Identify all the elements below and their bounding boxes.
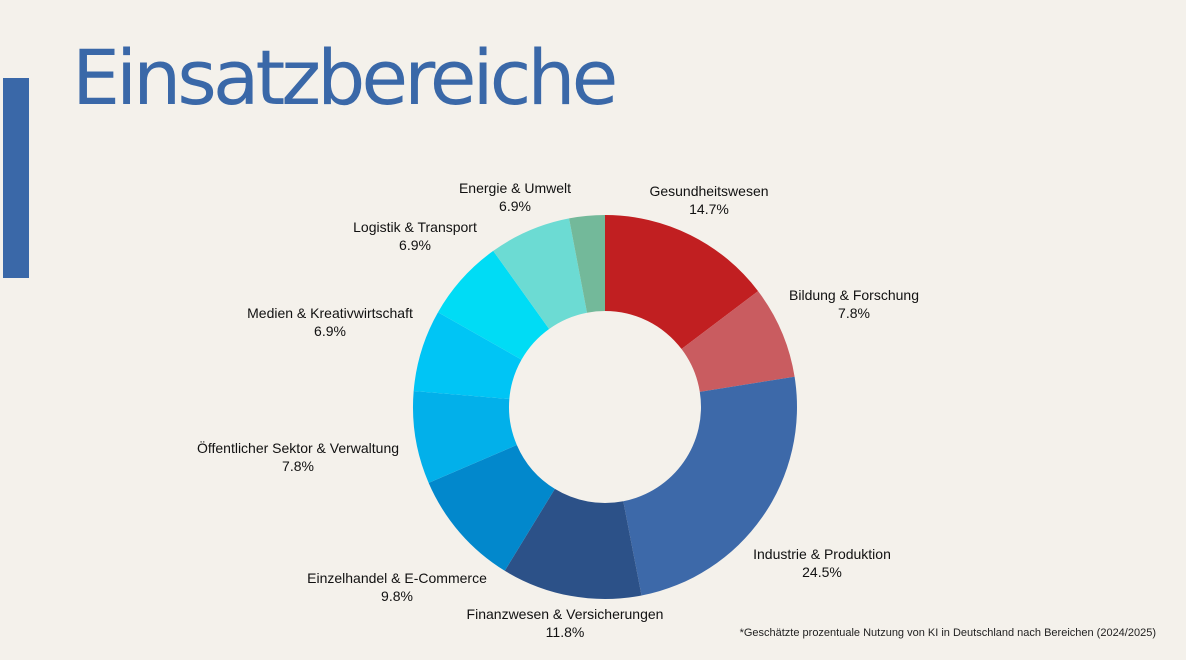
- donut-slice-öffentlicher-sektor-verwaltung: [413, 391, 517, 483]
- donut-slice-finanzwesen-versicherungen: [504, 488, 642, 599]
- donut-slice-einzelhandel-e-commerce: [428, 444, 555, 571]
- slice-label: Medien & Kreativwirtschaft: [247, 305, 413, 321]
- slice-value-label: 7.8%: [838, 305, 870, 321]
- slice-value-label: 7.8%: [282, 458, 314, 474]
- slice-value-label: 11.8%: [546, 624, 585, 640]
- slice-value-label: 24.5%: [802, 564, 842, 580]
- slice-value-label: 6.9%: [314, 323, 346, 339]
- slice-label: Einzelhandel & E-Commerce: [307, 570, 487, 586]
- donut-slice-logistik-transport: [438, 250, 550, 360]
- accent-bar: [3, 78, 29, 278]
- slice-value-label: 6.9%: [399, 237, 431, 253]
- slice-label: Logistik & Transport: [353, 219, 477, 235]
- slice-label: Energie & Umwelt: [459, 180, 571, 196]
- slice-value-label: 14.7%: [689, 201, 729, 217]
- slice-value-label: 6.9%: [499, 198, 531, 214]
- donut-slice-energie-umwelt: [493, 218, 588, 329]
- slice-label: Bildung & Forschung: [789, 287, 919, 303]
- donut-slice-medien-kreativwirtschaft: [413, 312, 522, 400]
- slice-label: Gesundheitswesen: [649, 183, 768, 199]
- footnote: *Geschätzte prozentuale Nutzung von KI i…: [739, 627, 1156, 639]
- page-title: Einsatzbereiche: [72, 33, 618, 122]
- donut-slice-industrie-produktion: [623, 376, 797, 596]
- slice-value-label: 9.8%: [381, 588, 413, 604]
- donut-slice-bildung-forschung: [681, 291, 795, 392]
- donut-slice: [569, 215, 605, 313]
- donut-slice-gesundheitswesen: [605, 215, 759, 350]
- slice-label: Finanzwesen & Versicherungen: [467, 606, 664, 622]
- slice-label: Industrie & Produktion: [753, 546, 891, 562]
- slice-label: Öffentlicher Sektor & Verwaltung: [197, 439, 399, 456]
